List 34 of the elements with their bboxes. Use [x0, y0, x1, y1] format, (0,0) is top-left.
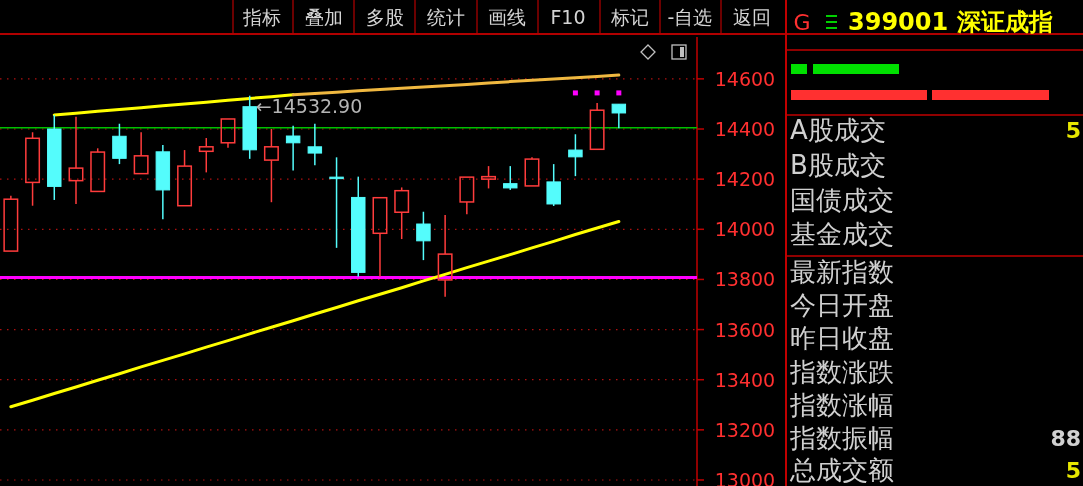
text: 5	[1065, 117, 1081, 143]
y-tick-label: 13400	[714, 368, 776, 391]
text: 返回	[733, 6, 771, 28]
text: 基金成交	[790, 219, 894, 249]
text: 指标	[242, 6, 281, 28]
text: 今日开盘	[790, 290, 894, 320]
text: 399001 深证成指	[848, 8, 1053, 36]
text: 标记	[610, 6, 649, 28]
text: 多股	[366, 6, 404, 28]
text: 指数涨跌	[789, 357, 894, 387]
text: 画线	[488, 6, 526, 28]
text: -自选	[667, 6, 713, 28]
y-tick-label: 14600	[714, 67, 776, 90]
text: 总成交额	[789, 455, 894, 485]
y-tick-label: 13800	[714, 268, 776, 291]
y-tick-label: 14400	[714, 118, 776, 141]
text: 88	[1050, 425, 1081, 451]
text: B股成交	[790, 150, 886, 180]
y-tick-label: 13200	[714, 418, 776, 441]
text: 叠加	[305, 6, 343, 28]
text: 昨日收盘	[790, 323, 894, 353]
annotation: ←14532.90	[255, 94, 363, 117]
text: 指数涨幅	[789, 390, 894, 420]
text: 国债成交	[790, 185, 894, 215]
text: 指数振幅	[789, 423, 894, 453]
text: G	[793, 9, 811, 35]
text: 统计	[427, 6, 465, 28]
y-tick-label: 14000	[714, 218, 776, 241]
text: 最新指数	[790, 257, 894, 287]
y-tick-label: 13600	[714, 318, 776, 341]
text: 5	[1065, 457, 1081, 483]
y-tick-label: 14200	[714, 168, 776, 191]
text: A股成交	[790, 115, 886, 145]
text: F10	[550, 6, 586, 28]
